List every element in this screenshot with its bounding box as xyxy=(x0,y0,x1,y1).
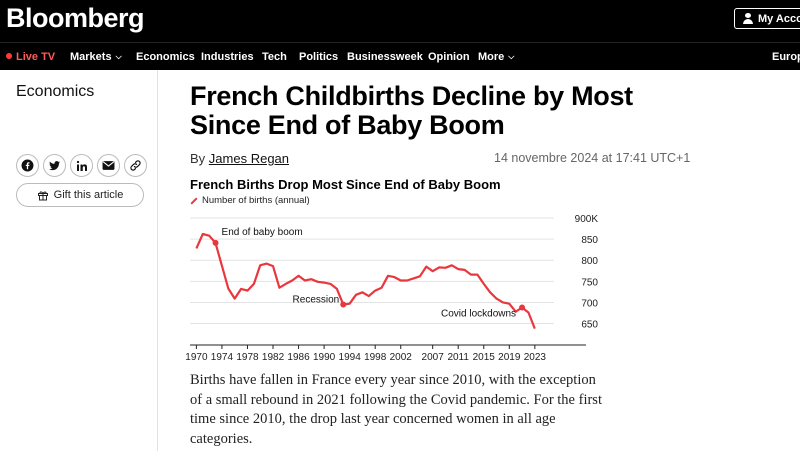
gift-icon xyxy=(37,191,48,201)
x-tick-label: 1982 xyxy=(262,352,285,363)
x-tick-label: 1978 xyxy=(236,352,259,363)
nav-tech[interactable]: Tech xyxy=(262,51,287,63)
article-headline: French Childbirths Decline by Most Since… xyxy=(190,81,633,140)
x-tick-label: 2023 xyxy=(524,352,547,363)
share-buttons xyxy=(16,154,147,177)
y-tick-label: 700 xyxy=(581,298,598,309)
legend-swatch xyxy=(190,196,198,205)
nav-industries[interactable]: Industries xyxy=(201,51,254,63)
nav-more[interactable]: More ⌵ xyxy=(478,43,514,71)
linkedin-icon[interactable] xyxy=(70,154,93,177)
annotation-label: Recession xyxy=(293,295,340,306)
bloomberg-logo[interactable]: Bloomberg xyxy=(6,3,145,33)
nav-markets-label: Markets xyxy=(70,51,112,63)
y-tick-label: 800 xyxy=(581,256,598,267)
nav-europe[interactable]: Europe xyxy=(772,51,800,63)
annotation-label: Covid lockdowns xyxy=(441,309,516,320)
twitter-icon[interactable] xyxy=(43,154,66,177)
nav-live-label: Live TV xyxy=(16,51,56,63)
x-tick-label: 2015 xyxy=(473,352,496,363)
byline-prefix: By xyxy=(190,151,206,166)
section-label[interactable]: Economics xyxy=(16,83,95,100)
facebook-icon[interactable] xyxy=(16,154,39,177)
x-tick-label: 2002 xyxy=(390,352,413,363)
annotation-marker xyxy=(519,304,526,311)
x-tick-label: 1986 xyxy=(287,352,310,363)
nav-live-tv[interactable]: Live TV xyxy=(6,43,55,71)
chevron-down-icon: ⌵ xyxy=(508,52,515,61)
live-dot-icon xyxy=(6,53,12,59)
gift-article-button[interactable]: Gift this article xyxy=(16,183,144,207)
y-tick-label: 850 xyxy=(581,235,598,246)
email-icon[interactable] xyxy=(97,154,120,177)
y-tick-label: 900K xyxy=(575,214,599,225)
x-tick-label: 1974 xyxy=(211,352,234,363)
top-bar: Bloomberg My Accou xyxy=(0,0,800,42)
rail-divider xyxy=(157,70,158,451)
y-tick-label: 650 xyxy=(581,320,598,331)
article-body-paragraph: Births have fallen in France every year … xyxy=(190,372,602,447)
publish-timestamp: 14 novembre 2024 at 17:41 UTC+1 xyxy=(494,151,691,165)
nav-businessweek[interactable]: Businessweek xyxy=(347,51,423,63)
main-nav: Live TV Markets ⌵ Economics Industries Te… xyxy=(0,42,800,70)
nav-politics[interactable]: Politics xyxy=(299,51,339,63)
link-icon[interactable] xyxy=(124,154,147,177)
my-account-button[interactable]: My Accou xyxy=(734,8,800,29)
byline: By James Regan xyxy=(190,151,289,166)
x-tick-label: 1970 xyxy=(186,352,208,363)
births-series-line xyxy=(195,232,536,330)
x-tick-label: 1994 xyxy=(339,352,362,363)
annotation-label: End of baby boom xyxy=(222,227,303,238)
x-tick-label: 1998 xyxy=(364,352,387,363)
person-icon xyxy=(743,13,753,24)
x-tick-label: 2019 xyxy=(498,352,521,363)
chevron-down-icon: ⌵ xyxy=(115,52,122,61)
legend-label: Number of births (annual) xyxy=(202,195,310,206)
my-account-label: My Accou xyxy=(758,12,800,25)
y-tick-label: 750 xyxy=(581,277,598,288)
chart-legend: Number of births (annual) xyxy=(190,195,310,206)
gift-article-label: Gift this article xyxy=(53,189,124,201)
author-link[interactable]: James Regan xyxy=(208,151,290,166)
nav-economics[interactable]: Economics xyxy=(136,51,195,63)
x-tick-label: 1990 xyxy=(313,352,336,363)
annotation-marker xyxy=(340,301,347,308)
annotation-marker xyxy=(212,239,219,246)
chart-title: French Births Drop Most Since End of Bab… xyxy=(190,177,501,192)
nav-markets[interactable]: Markets ⌵ xyxy=(70,43,122,71)
x-tick-label: 2007 xyxy=(422,352,445,363)
nav-opinion[interactable]: Opinion xyxy=(428,51,470,63)
x-tick-label: 2011 xyxy=(447,352,469,363)
nav-more-label: More xyxy=(478,51,505,63)
